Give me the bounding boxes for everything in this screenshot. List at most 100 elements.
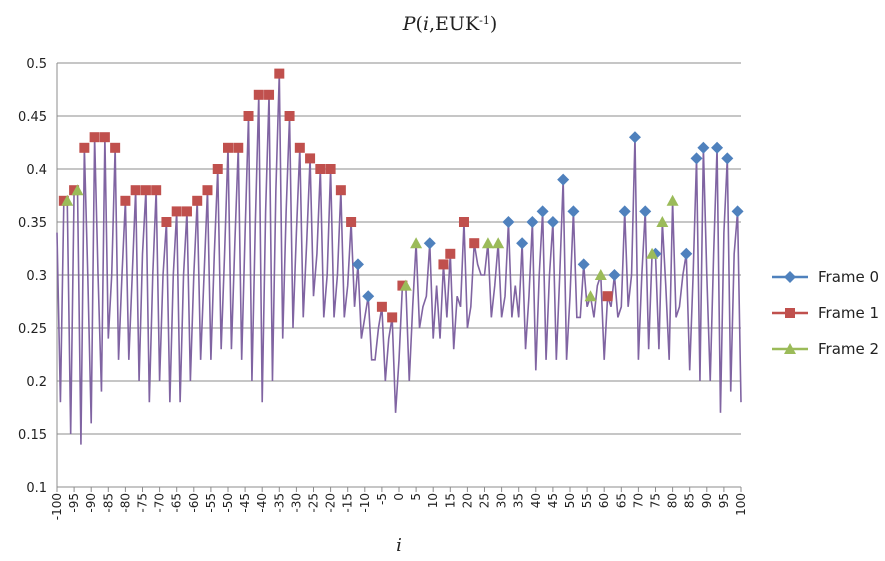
marker-diamond xyxy=(423,237,436,250)
marker-triangle xyxy=(481,237,494,249)
x-tick-label: 40 xyxy=(529,493,543,508)
marker-square xyxy=(69,185,80,196)
marker-square xyxy=(397,280,408,291)
marker-triangle xyxy=(656,216,669,227)
x-tick-label: 45 xyxy=(546,493,560,508)
y-tick-label: 0.4 xyxy=(26,163,47,178)
y-tick-label: 0.3 xyxy=(26,269,47,284)
legend-label: Frame 2 xyxy=(818,340,879,358)
marker-triangle xyxy=(594,269,607,280)
marker-square xyxy=(376,301,387,312)
x-tick-label: 55 xyxy=(580,493,594,508)
legend-entry: Frame 2 xyxy=(772,340,879,358)
legend-entry: Frame 0 xyxy=(772,268,879,286)
marker-diamond xyxy=(690,152,703,165)
marker-square xyxy=(140,185,151,196)
marker-square xyxy=(89,132,100,143)
x-tick-label: 25 xyxy=(478,493,492,508)
x-tick-label: 20 xyxy=(460,493,474,508)
marker-square xyxy=(223,142,233,153)
marker-square xyxy=(335,185,346,196)
title-part: P xyxy=(402,13,417,35)
marker-diamond xyxy=(608,269,621,281)
x-tick-label: 60 xyxy=(597,493,611,508)
marker-diamond xyxy=(577,258,590,271)
marker-square xyxy=(458,217,469,227)
x-tick-label: -70 xyxy=(153,493,167,513)
marker-square xyxy=(346,217,357,227)
marker-diamond xyxy=(546,216,559,228)
marker-square xyxy=(469,238,480,249)
marker-triangle xyxy=(410,237,423,249)
x-tick-label: 10 xyxy=(426,493,440,508)
x-tick-label: -25 xyxy=(307,493,321,513)
x-tick-label: 0 xyxy=(392,493,406,501)
legend-label: Frame 0 xyxy=(818,268,879,286)
marker-triangle xyxy=(584,290,597,302)
marker-diamond xyxy=(536,205,549,218)
legend-entry: Frame 1 xyxy=(772,304,879,322)
marker-square xyxy=(243,111,254,121)
x-tick-label: -10 xyxy=(358,493,372,513)
marker-diamond xyxy=(639,205,652,218)
x-tick-label: 90 xyxy=(700,493,714,508)
series-line xyxy=(56,73,742,445)
marker-diamond xyxy=(784,271,796,283)
x-tick-label: 5 xyxy=(409,493,423,501)
marker-square xyxy=(305,153,316,164)
marker-square xyxy=(294,142,305,153)
marker-diamond xyxy=(362,290,375,303)
x-tick-label: -50 xyxy=(221,493,235,513)
marker-square xyxy=(79,142,90,153)
legend-label: Frame 1 xyxy=(818,304,879,322)
title-part: i xyxy=(423,13,429,35)
x-tick-label: -75 xyxy=(136,493,150,513)
marker-square xyxy=(130,185,141,196)
marker-triangle xyxy=(399,279,412,291)
marker-square xyxy=(785,308,795,318)
marker-square xyxy=(264,89,275,100)
marker-square xyxy=(253,89,264,100)
title-part: -1 xyxy=(479,14,490,27)
x-tick-label: 35 xyxy=(512,493,526,508)
y-tick-label: 0.2 xyxy=(26,375,47,390)
x-tick-label: -60 xyxy=(187,493,201,513)
marker-triangle xyxy=(61,194,74,206)
marker-square xyxy=(274,68,285,79)
marker-diamond xyxy=(711,141,724,154)
marker-square xyxy=(602,291,613,302)
marker-diamond xyxy=(697,141,710,154)
marker-triangle xyxy=(784,343,796,354)
marker-square xyxy=(58,195,69,206)
y-tick-label: 0.35 xyxy=(18,216,47,231)
y-tick-label: 0.25 xyxy=(18,322,47,337)
title-part: ,EUK xyxy=(429,13,480,35)
marker-square xyxy=(438,259,449,270)
x-tick-label: 85 xyxy=(683,493,697,508)
marker-diamond xyxy=(680,247,693,260)
x-tick-label: -55 xyxy=(204,493,218,513)
x-tick-label: -65 xyxy=(170,493,184,513)
x-tick-label: 50 xyxy=(563,493,577,508)
x-tick-label: 70 xyxy=(631,493,645,508)
y-tick-label: 0.15 xyxy=(18,428,47,443)
x-tick-label: 65 xyxy=(614,493,628,508)
marker-square xyxy=(315,164,326,174)
y-tick-label: 0.5 xyxy=(26,57,47,72)
marker-square xyxy=(110,142,121,153)
x-tick-label: -5 xyxy=(375,493,389,505)
marker-diamond xyxy=(351,258,364,271)
x-tick-label: 15 xyxy=(443,493,457,508)
marker-square xyxy=(181,206,192,217)
marker-square xyxy=(284,111,295,121)
x-tick-label: -45 xyxy=(238,493,252,513)
marker-diamond xyxy=(516,237,529,250)
marker-square xyxy=(202,185,213,196)
x-tick-label: -100 xyxy=(50,493,64,520)
x-tick-label: -35 xyxy=(272,493,286,513)
marker-triangle xyxy=(71,184,84,196)
x-tick-label: -85 xyxy=(101,493,115,513)
x-tick-label: 75 xyxy=(649,493,663,508)
marker-square xyxy=(171,206,182,217)
x-tick-label: -30 xyxy=(289,493,303,513)
